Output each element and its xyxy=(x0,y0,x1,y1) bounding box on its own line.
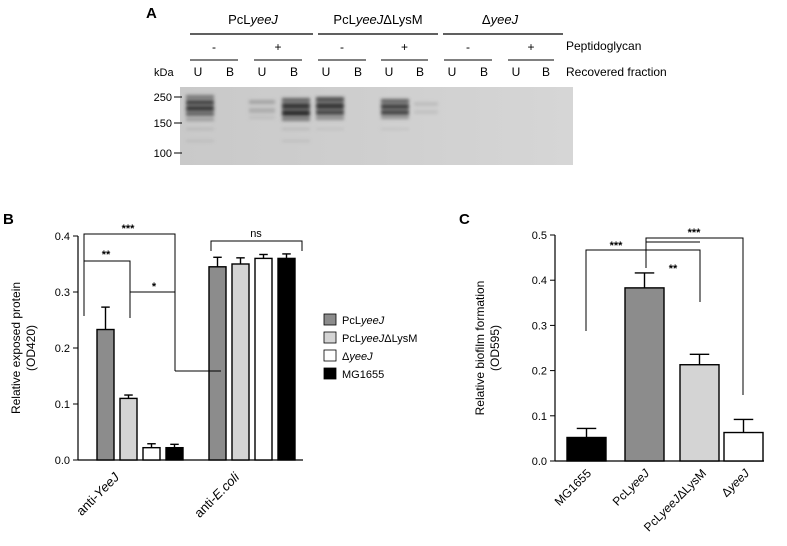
sig-b-single: * xyxy=(152,281,157,293)
panel-b: B Relative exposed protein (OD420) 0.0 0.… xyxy=(3,211,417,520)
pg-sign-3: - xyxy=(340,40,344,54)
lane-label-4: B xyxy=(290,65,298,79)
y-tick-label: 0.2 xyxy=(532,366,547,378)
lane-label-1: U xyxy=(194,65,203,79)
y-tick-label: 0.0 xyxy=(532,456,547,468)
pg-sign-5: - xyxy=(466,40,470,54)
lane-label-2: B xyxy=(226,65,234,79)
panel-c-ylabel-1: Relative biofilm formation xyxy=(473,281,487,416)
panel-c: C Relative biofilm formation (OD595) 0.0… xyxy=(459,211,764,534)
western-blot xyxy=(180,87,573,165)
lane-label-10: B xyxy=(480,65,488,79)
panel-c-significance xyxy=(585,237,744,395)
category-label-2: anti-E.coli xyxy=(191,469,243,521)
panel-b-category-labels: anti-YeeJ anti-E.coli xyxy=(73,469,243,521)
legend-swatch-pclyeej xyxy=(323,313,337,326)
lane-label-3: U xyxy=(258,65,267,79)
marker-labels: 250 150 100 xyxy=(154,92,182,160)
bar-b-0-2 xyxy=(142,446,161,461)
bar-b-1-3 xyxy=(277,257,296,461)
blot-bands xyxy=(186,95,438,142)
bar-b-1-0 xyxy=(208,266,227,461)
bar-c-2 xyxy=(679,364,720,462)
panel-a: A PcLyeeJ PcLyeeJΔLysM ΔyeeJ - + - + - + Pept… xyxy=(146,5,667,165)
category-label-c-4: ΔyeeJ xyxy=(719,466,753,500)
kda-label: kDa xyxy=(154,67,174,79)
y-tick-label: 0.5 xyxy=(532,230,547,242)
panel-a-group-label-2: PcLyeeJΔLysM xyxy=(333,12,422,27)
lane-label-6: B xyxy=(354,65,362,79)
lane-label-11: U xyxy=(512,65,521,79)
bar-b-0-3 xyxy=(165,446,184,461)
sig-b-ns: ns xyxy=(250,228,262,240)
category-label-1: anti-YeeJ xyxy=(73,469,122,518)
y-tick-label: 0.3 xyxy=(532,320,547,332)
panel-a-group-label-3: ΔyeeJ xyxy=(482,12,519,27)
lane-label-8: B xyxy=(416,65,424,79)
y-tick-label: 0.2 xyxy=(55,343,70,355)
panel-c-ylabel-2: (OD595) xyxy=(488,325,502,371)
marker-100: 100 xyxy=(154,148,172,160)
category-label-c-2: PcLyeeJ xyxy=(610,466,653,509)
panel-b-significance xyxy=(83,233,303,372)
peptidoglycan-label: Peptidoglycan xyxy=(566,39,641,53)
lane-label-5: U xyxy=(322,65,331,79)
panel-a-letter: A xyxy=(146,5,157,22)
panel-a-group-label-1: PcLyeeJ xyxy=(228,12,278,27)
peptidoglycan-signs: - + - + - + xyxy=(190,40,554,61)
legend-label-deltayeej: ΔyeeJ xyxy=(342,351,373,363)
bar-c-0 xyxy=(566,436,607,462)
panel-b-letter: B xyxy=(3,211,14,228)
y-tick-label: 0.4 xyxy=(55,231,70,243)
lane-label-7: U xyxy=(385,65,394,79)
sig-b-triple: *** xyxy=(122,223,136,235)
bar-b-1-1 xyxy=(231,263,250,461)
sig-b-double: ** xyxy=(102,249,111,261)
y-tick-label: 0.4 xyxy=(532,275,547,287)
legend-swatch-mg1655 xyxy=(323,367,337,380)
marker-250: 250 xyxy=(154,92,172,104)
bar-c-3 xyxy=(723,431,764,462)
sig-c-pcl-vs-lysm: ** xyxy=(669,263,678,275)
lane-label-12: B xyxy=(542,65,550,79)
legend-label-mg1655: MG1655 xyxy=(342,369,384,381)
bar-b-0-1 xyxy=(119,397,138,461)
panel-c-bars xyxy=(566,272,764,462)
y-tick-label: 0.1 xyxy=(532,411,547,423)
pg-sign-2: + xyxy=(274,40,281,54)
category-label-c-1: MG1655 xyxy=(552,466,595,509)
pg-sign-4: + xyxy=(401,40,408,54)
bar-b-1-2 xyxy=(254,257,273,461)
panel-c-letter: C xyxy=(459,211,470,228)
panel-b-ylabel-1: Relative exposed protein xyxy=(9,282,23,414)
marker-150: 150 xyxy=(154,118,172,130)
bar-b-0-0 xyxy=(96,328,115,461)
bar-c-1 xyxy=(624,287,665,462)
legend-label-lysm: PcLyeeJΔLysM xyxy=(342,333,417,345)
sig-c-pcl-vs-delta: *** xyxy=(688,227,702,239)
y-tick-label: 0.1 xyxy=(55,399,70,411)
pg-sign-1: - xyxy=(212,40,216,54)
panel-b-ylabel-2: (OD420) xyxy=(24,325,38,371)
y-tick-label: 0.3 xyxy=(55,287,70,299)
legend-swatch-lysm xyxy=(323,331,337,344)
panel-b-bars xyxy=(96,253,296,461)
legend-label-pclyeej: PcLyeeJ xyxy=(342,315,385,327)
pg-sign-6: + xyxy=(527,40,534,54)
sig-c-mg-vs-pcl: *** xyxy=(610,240,624,252)
legend-swatch-deltayeej xyxy=(323,349,337,362)
panel-b-legend: PcLyeeJ PcLyeeJΔLysM ΔyeeJ MG1655 xyxy=(323,313,417,381)
y-tick-label: 0.0 xyxy=(55,455,70,467)
recovered-fraction-label: Recovered fraction xyxy=(566,65,667,79)
lane-label-9: U xyxy=(448,65,457,79)
